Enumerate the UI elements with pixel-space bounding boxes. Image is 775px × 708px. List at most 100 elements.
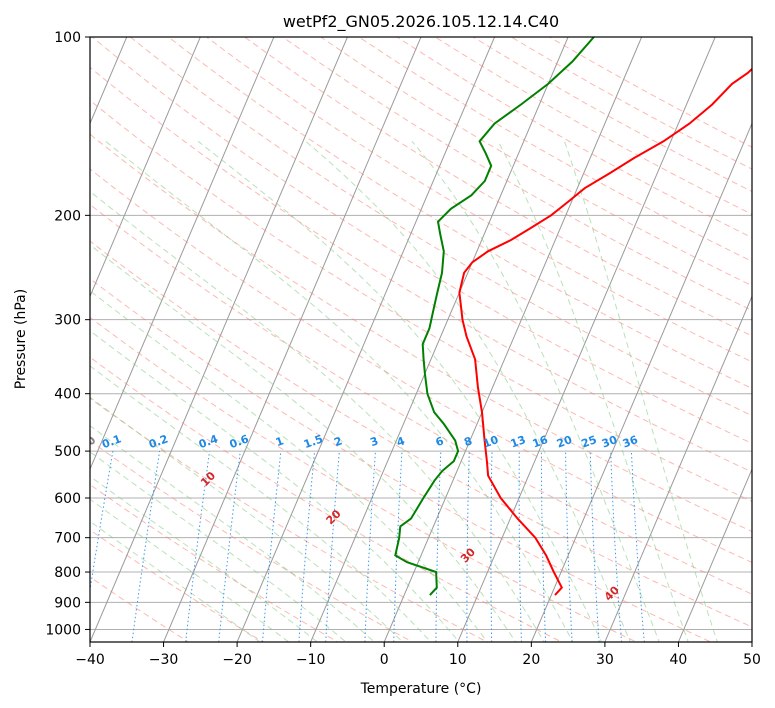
dry-adiabat	[91, 37, 752, 445]
mixing-ratio-line	[218, 451, 241, 642]
mixing-ratio-line	[518, 451, 522, 642]
isotherm-line	[310, 37, 569, 642]
isotherm-line	[90, 37, 275, 471]
moist-adiabat	[90, 290, 489, 642]
y-tick-label: 700	[54, 531, 81, 547]
moist-adiabat	[105, 140, 574, 642]
x-axis-title: Temperature (°C)	[360, 681, 482, 697]
mixing-ratio-label: 0.6	[228, 432, 251, 451]
mixing-ratio-line	[490, 451, 493, 642]
moist-adiabat	[197, 140, 603, 642]
x-tick-label: 40	[670, 652, 688, 668]
dry-adiabat	[90, 66, 752, 473]
mixing-ratio-label: 25	[580, 433, 599, 450]
moist-adiabat	[90, 365, 432, 642]
mixing-ratio-line	[364, 451, 376, 642]
mixing-ratio-line	[298, 451, 316, 642]
x-tick-label: 0	[380, 652, 389, 668]
moist-adiabat	[411, 140, 660, 642]
x-tick-label: −40	[75, 652, 105, 668]
dewpoint-profile-line	[394, 37, 595, 596]
mixing-ratio-label: 30	[600, 433, 619, 451]
mixing-ratio-label: 6	[434, 434, 446, 449]
moist-adiabat	[90, 475, 319, 642]
dry-adiabat	[90, 168, 752, 564]
isotherm-line	[90, 37, 201, 298]
mixing-ratio-line	[540, 451, 547, 642]
x-tick-label: 50	[743, 652, 761, 668]
mixing-ratio-line	[565, 451, 573, 642]
chart-title: wetPf2_GN05.2026.105.12.14.C40	[283, 12, 559, 32]
isotherm-line	[383, 37, 643, 642]
mixing-ratio-label: 10	[481, 433, 500, 451]
isotherm-line	[90, 37, 128, 125]
mixing-ratio-line	[185, 451, 210, 642]
y-tick-label: 400	[54, 387, 81, 403]
dry-adiabat	[90, 203, 752, 595]
mixing-ratio-line	[261, 451, 282, 642]
mixing-ratio-label: 0.1	[100, 432, 123, 451]
moist-adiabat	[90, 330, 460, 642]
moist-adiabat	[305, 140, 631, 642]
isotherm-line	[90, 37, 348, 642]
y-tick-label: 600	[54, 491, 81, 507]
dry-adiabat	[90, 529, 265, 642]
mixing-ratio-line	[131, 451, 161, 642]
moist-adiabat	[90, 244, 517, 642]
isotherm-line	[236, 37, 496, 642]
isotherm-line	[677, 467, 752, 642]
dry-adiabat	[90, 133, 752, 533]
dry-adiabat	[90, 397, 489, 642]
moist-adiabat	[90, 425, 376, 642]
x-tick-label: −30	[149, 652, 179, 668]
y-tick-label: 200	[54, 208, 81, 224]
mixing-ratio-label: 13	[509, 433, 528, 450]
dry-adiabat	[90, 356, 563, 642]
mixing-ratio-label: 8	[462, 434, 474, 449]
dry-adiabat-label: 0	[84, 433, 99, 448]
y-tick-label: 100	[54, 30, 81, 46]
dry-adiabat	[90, 278, 713, 642]
mixing-ratio-label: 4	[395, 434, 407, 449]
x-tick-label: 20	[522, 652, 540, 668]
mixing-ratio-line	[610, 451, 623, 642]
mixing-ratio-label: 16	[531, 433, 550, 451]
y-tick-label: 300	[54, 313, 81, 329]
x-tick-label: −20	[222, 652, 252, 668]
mixing-ratio-line	[393, 451, 403, 642]
dry-adiabat	[167, 37, 752, 389]
isotherm-line	[163, 37, 422, 642]
dry-adiabat	[90, 483, 339, 642]
mixing-ratio-line	[630, 451, 645, 642]
mixing-ratio-label: 0.4	[197, 432, 220, 451]
mixing-ratio-line	[325, 451, 340, 642]
y-tick-label: 900	[54, 595, 81, 611]
dry-adiabat	[205, 37, 752, 363]
moist-adiabat	[497, 141, 689, 642]
moist-adiabat	[90, 190, 545, 642]
x-tick-label: 30	[596, 652, 614, 668]
mixing-ratio-label: 1.5	[302, 432, 325, 451]
y-tick-label: 800	[54, 565, 81, 581]
isotherm-line	[530, 122, 752, 642]
y-axis-title: Pressure (hPa)	[13, 289, 29, 389]
x-tick-label: 10	[449, 652, 467, 668]
moist-adiabat	[564, 141, 718, 642]
mixing-ratio-line	[466, 451, 470, 642]
mixing-ratio-label: 1	[274, 434, 286, 449]
mixing-ratio-label: 0.2	[147, 432, 170, 451]
moist-adiabat	[90, 451, 347, 642]
mixing-ratio-label: 36	[621, 433, 640, 451]
mixing-ratio-line	[589, 451, 600, 642]
mixing-ratio-label: 3	[368, 434, 380, 449]
temperature-profile-line	[458, 67, 752, 596]
y-tick-label: 500	[54, 444, 81, 460]
tick-layer: −40 −30 −20 −10 0 10 20 30 40 5010020030040050060…	[45, 30, 761, 668]
moist-adiabat	[90, 396, 404, 642]
plot-frame	[89, 36, 753, 643]
dry-adiabat	[281, 37, 752, 312]
series-layer	[394, 37, 752, 596]
isopleth-label-layer: 0.10.20.40.611.52346810131620253036-100-…	[84, 432, 640, 603]
